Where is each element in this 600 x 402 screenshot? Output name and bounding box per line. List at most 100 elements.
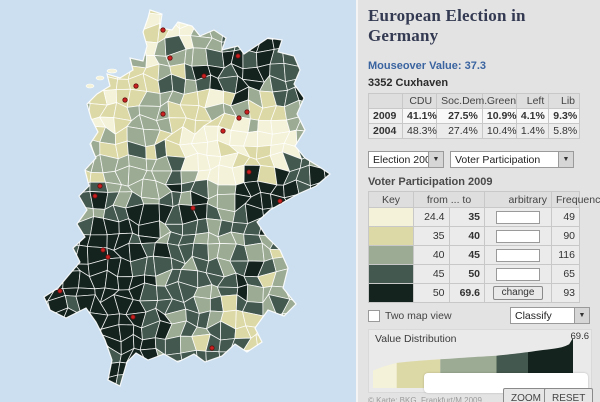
district-cell[interactable] xyxy=(298,350,317,369)
district-cell[interactable] xyxy=(283,203,300,226)
district-cell[interactable] xyxy=(48,128,69,145)
district-cell[interactable] xyxy=(257,358,275,377)
district-cell[interactable] xyxy=(113,0,134,17)
district-cell[interactable] xyxy=(87,62,109,76)
district-cell[interactable] xyxy=(217,14,238,25)
district-cell[interactable] xyxy=(308,164,327,187)
district-cell[interactable] xyxy=(52,245,65,263)
district-cell[interactable] xyxy=(310,287,327,297)
district-cell[interactable] xyxy=(326,231,340,248)
zoom-button[interactable]: ZOOM xyxy=(503,388,549,402)
district-cell[interactable] xyxy=(313,126,326,148)
district-cell[interactable] xyxy=(66,38,82,55)
district-cell[interactable] xyxy=(311,259,324,275)
district-cell[interactable] xyxy=(64,72,78,90)
district-cell[interactable] xyxy=(282,9,302,31)
district-cell[interactable] xyxy=(283,218,302,239)
district-cell[interactable] xyxy=(60,177,75,198)
district-cell[interactable] xyxy=(139,337,157,351)
chevron-down-icon[interactable]: ▼ xyxy=(558,152,573,167)
district-cell[interactable] xyxy=(258,14,276,26)
district-cell[interactable] xyxy=(74,74,89,91)
district-cell[interactable] xyxy=(321,326,336,343)
district-cell[interactable] xyxy=(65,101,83,118)
district-cell[interactable] xyxy=(87,377,108,394)
district-cell[interactable] xyxy=(86,234,108,249)
district-cell[interactable] xyxy=(217,184,237,196)
district-cell[interactable] xyxy=(232,14,250,27)
district-cell[interactable] xyxy=(60,192,77,210)
district-cell[interactable] xyxy=(244,242,265,262)
chevron-down-icon[interactable]: ▼ xyxy=(428,152,443,167)
district-cell[interactable] xyxy=(40,0,56,18)
district-cell[interactable] xyxy=(294,38,318,56)
district-cell[interactable] xyxy=(37,218,55,234)
district-cell[interactable] xyxy=(48,73,69,90)
district-cell[interactable] xyxy=(191,47,209,67)
district-cell[interactable] xyxy=(246,14,264,27)
reset-button[interactable]: RESET xyxy=(544,388,594,402)
district-cell[interactable] xyxy=(125,12,146,31)
district-cell[interactable] xyxy=(167,2,186,17)
district-cell[interactable] xyxy=(177,2,199,17)
district-cell[interactable] xyxy=(314,0,330,18)
district-cell[interactable] xyxy=(36,190,57,212)
district-cell[interactable] xyxy=(270,9,284,26)
district-cell[interactable] xyxy=(73,359,94,382)
district-cell[interactable] xyxy=(220,365,237,380)
district-cell[interactable] xyxy=(87,35,109,57)
district-cell[interactable] xyxy=(324,63,343,84)
district-cell[interactable] xyxy=(221,22,238,43)
district-cell[interactable] xyxy=(88,12,108,29)
district-cell[interactable] xyxy=(36,365,56,381)
district-cell[interactable] xyxy=(311,86,328,106)
district-cell[interactable] xyxy=(315,27,324,40)
district-cell[interactable] xyxy=(87,0,108,15)
district-cell[interactable] xyxy=(312,350,328,369)
district-cell[interactable] xyxy=(288,246,299,258)
district-cell[interactable] xyxy=(298,51,311,68)
district-cell[interactable] xyxy=(47,48,70,70)
district-cell[interactable] xyxy=(102,13,120,29)
district-cell[interactable] xyxy=(125,360,147,375)
district-cell[interactable] xyxy=(206,374,226,390)
district-cell[interactable] xyxy=(326,49,343,70)
district-cell[interactable] xyxy=(37,208,55,221)
district-cell[interactable] xyxy=(87,26,109,43)
district-cell[interactable] xyxy=(125,0,146,17)
district-cell[interactable] xyxy=(75,64,91,80)
district-cell[interactable] xyxy=(323,217,341,233)
district-cell[interactable] xyxy=(326,92,339,106)
district-cell[interactable] xyxy=(320,100,337,119)
district-cell[interactable] xyxy=(283,62,304,83)
district-cell[interactable] xyxy=(273,348,290,361)
district-cell[interactable] xyxy=(216,1,236,18)
district-cell[interactable] xyxy=(204,9,225,31)
district-cell[interactable] xyxy=(48,190,69,212)
district-cell[interactable] xyxy=(37,15,57,27)
district-cell[interactable] xyxy=(322,141,341,160)
district-cell[interactable] xyxy=(88,364,108,382)
district-cell[interactable] xyxy=(50,11,70,30)
district-cell[interactable] xyxy=(54,177,67,199)
district-cell[interactable] xyxy=(47,334,67,355)
district-cell[interactable] xyxy=(309,144,329,158)
district-cell[interactable] xyxy=(37,323,53,342)
district-cell[interactable] xyxy=(222,373,237,390)
district-cell[interactable] xyxy=(36,62,50,84)
district-cell[interactable] xyxy=(48,112,66,133)
district-cell[interactable] xyxy=(112,15,128,27)
district-cell[interactable] xyxy=(309,76,328,94)
district-cell[interactable] xyxy=(47,67,70,84)
district-cell[interactable] xyxy=(285,358,303,377)
district-cell[interactable] xyxy=(88,345,109,369)
district-cell[interactable] xyxy=(320,113,337,131)
district-cell[interactable] xyxy=(297,0,317,18)
district-cell[interactable] xyxy=(323,178,339,198)
district-cell[interactable] xyxy=(63,334,77,356)
arbitrary-input[interactable] xyxy=(496,210,540,224)
district-cell[interactable] xyxy=(310,117,326,133)
district-cell[interactable] xyxy=(62,353,81,363)
election-select[interactable]: Election 2009 ▼ xyxy=(368,151,444,168)
district-cell[interactable] xyxy=(87,52,109,70)
